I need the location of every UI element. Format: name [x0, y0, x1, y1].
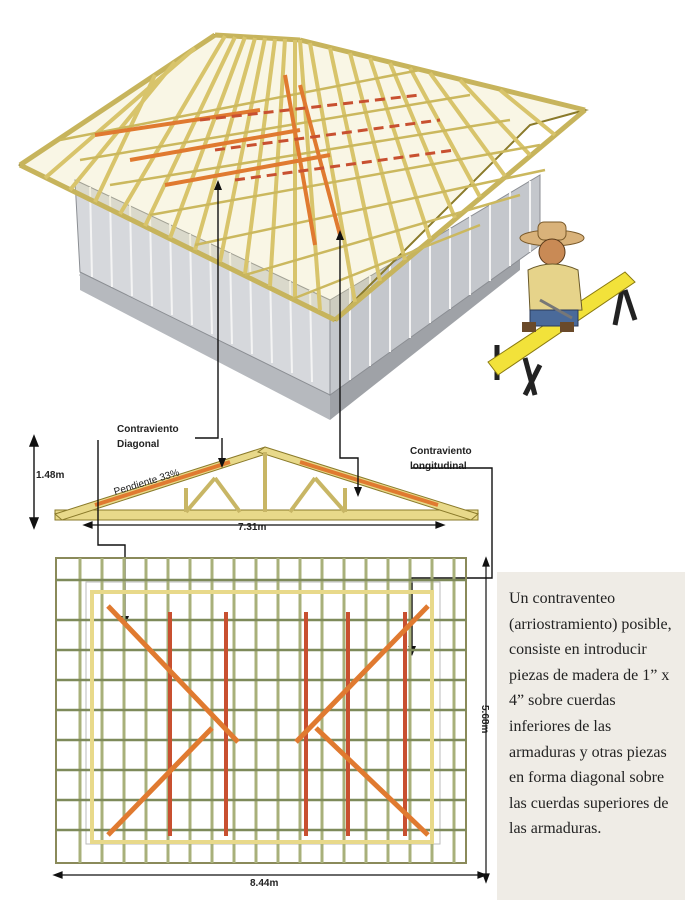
height-dimension — [28, 434, 40, 530]
height-label: 1.48m — [36, 470, 64, 481]
plan-width-dimension — [52, 871, 488, 879]
worker-illustration — [487, 221, 638, 397]
plan-view: 8.44m 5.68m — [52, 556, 490, 889]
leader-lines — [97, 185, 493, 650]
plan-width-label: 8.44m — [250, 878, 278, 889]
house-frame-3d — [18, 32, 589, 420]
diagonal-brace-label: Contraviento Diagonal — [117, 424, 179, 450]
explanation-note: Un contraventeo (arriostramiento) posibl… — [497, 572, 685, 900]
span-dimension — [82, 521, 446, 529]
explanation-text: Un contraventeo (arriostramiento) posibl… — [509, 590, 672, 838]
plan-depth-label: 5.68m — [479, 705, 490, 733]
span-label: 7.31m — [238, 522, 266, 533]
longitudinal-brace-label: Contraviento longitudinal — [410, 446, 472, 472]
plan-depth-dimension — [482, 556, 490, 884]
